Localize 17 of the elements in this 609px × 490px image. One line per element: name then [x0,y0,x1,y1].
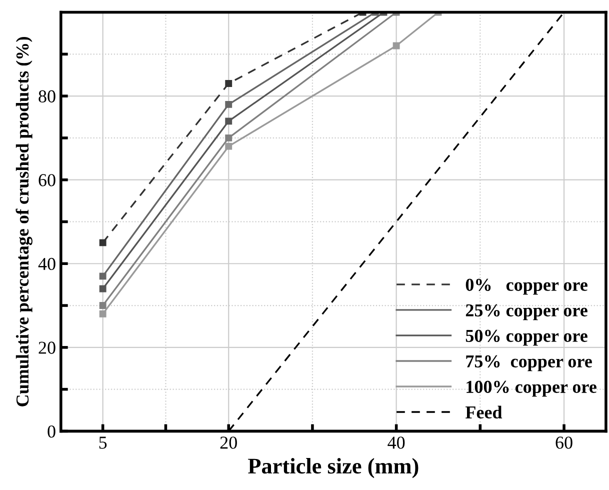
y-tick-label: 80 [38,90,56,102]
x-tick-label: 40 [388,436,405,449]
legend-label: 25% copper ore [466,304,588,320]
x-axis-title: Particle size (mm) [248,458,418,478]
x-tick-label: 20 [220,436,237,449]
legend-label: 100% copper ore [466,380,596,397]
y-tick-label: 40 [38,258,56,270]
legend-label: 75% copper ore [466,355,592,372]
y-tick-label: 20 [38,342,56,354]
legend-label: Feed [465,406,502,419]
y-tick-label: 0 [48,425,56,438]
x-tick-label: 60 [556,436,572,449]
y-tick-label: 60 [38,174,56,186]
y-axis-title: Cumulative percentage of crushed products (%) [16,37,32,406]
legend-label: 0% copper ore [466,278,588,295]
x-tick-label: 5 [99,436,107,449]
legend-label: 50% copper ore [466,330,588,346]
